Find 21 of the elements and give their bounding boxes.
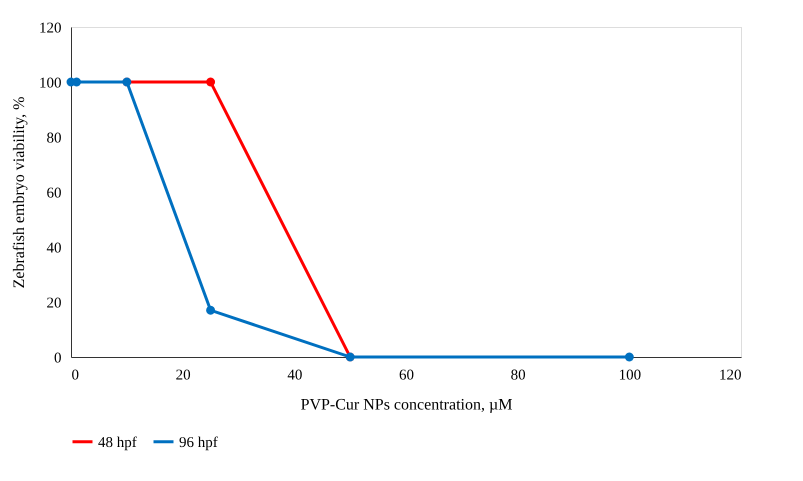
x-tick-label: 100 [618, 368, 642, 384]
point [206, 78, 216, 86]
legend-label: 48 hpf [98, 434, 137, 451]
x-tick-label: 20 [176, 368, 191, 384]
y-axis-title: Zebrafish embryo viability, % [11, 96, 28, 288]
y-tick-label: 20 [46, 296, 62, 312]
x-tick-label: 120 [719, 368, 742, 384]
y-tick-label: 0 [54, 350, 62, 366]
point [624, 352, 634, 362]
x-tick-label: 60 [399, 368, 414, 384]
y-tick-label: 120 [39, 20, 62, 36]
y-tick-label: 40 [46, 240, 62, 256]
y-tick-label: 100 [39, 76, 62, 92]
x-tick-label: 0 [72, 368, 79, 384]
x-tick-label: 40 [287, 368, 302, 384]
y-tick-label: 80 [46, 130, 62, 146]
point [206, 306, 216, 315]
x-tick-label: 80 [510, 368, 526, 384]
x-axis-title: PVP-Cur NPs concentration, µM [300, 396, 512, 414]
y-tick-label: 60 [46, 186, 62, 202]
legend-label: 96 hpf [179, 434, 218, 451]
